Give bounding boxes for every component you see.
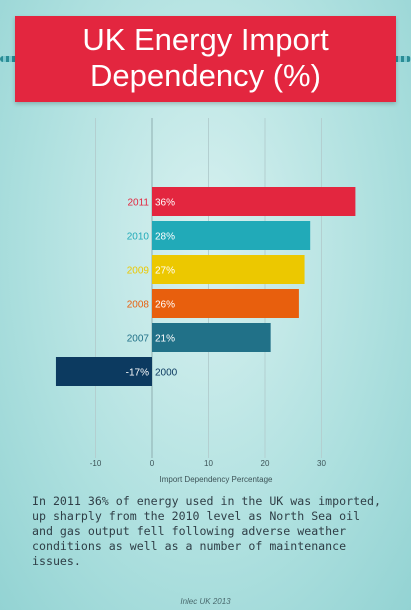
bar [152,289,299,318]
tick-label: 30 [317,459,326,468]
title-line-1: UK Energy Import [82,22,329,57]
bar [152,255,305,284]
category-label: 2011 [127,198,149,209]
footer-credit: Inlec UK 2013 [180,597,231,606]
value-label: 26% [155,300,175,311]
value-label: -17% [126,368,149,379]
import-dependency-chart: 2011 36%2010 28%2009 27%2008 26%2007 21%-17% 2… [55,118,356,484]
tick-label: 10 [204,459,213,468]
bar [152,323,271,352]
tick-label: -10 [90,459,102,468]
value-label: 28% [155,232,175,243]
category-label: 2009 [127,266,150,277]
title-banner: UK Energy Import Dependency (%) [15,16,396,102]
bar [55,357,153,386]
category-label: 2000 [155,368,178,379]
category-label: 2007 [127,334,150,345]
value-label: 36% [155,198,175,209]
value-label: 21% [155,334,175,345]
tick-label: 20 [261,459,270,468]
category-label: 2010 [127,232,150,243]
description-paragraph: In 2011 36% of energy used in the UK was… [32,494,382,568]
value-label: 27% [155,266,175,277]
bar [152,187,356,216]
title-line-2: Dependency (%) [90,58,321,93]
tick-label: 0 [150,459,155,468]
bar [152,221,311,250]
category-label: 2008 [127,300,150,311]
x-axis-label: Import Dependency Percentage [160,475,274,484]
